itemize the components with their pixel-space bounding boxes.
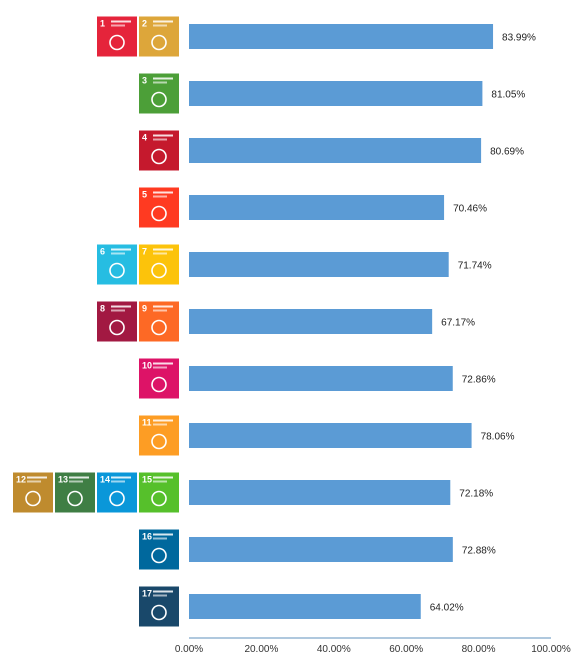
svg-text:5: 5: [142, 190, 147, 200]
svg-text:4: 4: [142, 133, 147, 143]
bar-value-label-10: 72.88%: [462, 546, 496, 557]
bar-9: [189, 480, 451, 505]
sdg-3-icon: 3: [139, 73, 179, 114]
bar-7: [189, 366, 453, 391]
x-tick-labels-group: 0.00% 20.00% 40.00% 60.00% 80.00% 100.00%: [175, 644, 571, 654]
bar-labels-group: 83.99% 81.05% 80.69% 70.46% 71.74% 67.17% 72.8…: [430, 33, 536, 614]
bar-5: [189, 252, 449, 277]
bar-value-label-2: 81.05%: [491, 90, 525, 101]
x-tick-label-2: 40.00%: [317, 644, 351, 654]
bar-value-label-6: 67.17%: [441, 318, 475, 329]
sdg-4-icon: 4: [139, 130, 179, 171]
svg-text:14: 14: [100, 475, 110, 485]
bar-10: [189, 537, 453, 562]
sdg-17-icon: 17: [139, 586, 179, 627]
x-tick-label-4: 80.00%: [462, 644, 496, 654]
svg-text:16: 16: [142, 532, 152, 542]
svg-text:10: 10: [142, 361, 152, 371]
svg-text:3: 3: [142, 76, 147, 86]
sdg-12-icon: 12: [13, 472, 53, 513]
x-tick-label-5: 100.00%: [531, 644, 571, 654]
svg-text:9: 9: [142, 304, 147, 314]
bar-8: [189, 423, 472, 448]
sdg-8-icon: 8: [97, 301, 137, 342]
sdg-13-icon: 13: [55, 472, 95, 513]
x-tick-label-0: 0.00%: [175, 644, 203, 654]
sdg-7-icon: 7: [139, 244, 179, 285]
bars-group: [189, 24, 494, 619]
sdg-5-icon: 5: [139, 187, 179, 228]
sdg-6-icon: 6: [97, 244, 137, 285]
svg-text:15: 15: [142, 475, 152, 485]
bar-3: [189, 138, 482, 163]
svg-text:6: 6: [100, 247, 105, 257]
bar-4: [189, 195, 445, 220]
svg-text:8: 8: [100, 304, 105, 314]
bar-11: [189, 594, 421, 619]
bar-1: [189, 24, 494, 49]
bar-value-label-9: 72.18%: [459, 489, 493, 500]
bar-value-label-7: 72.86%: [462, 375, 496, 386]
bar-value-label-5: 71.74%: [458, 261, 492, 272]
svg-text:11: 11: [142, 418, 152, 428]
bar-value-label-11: 64.02%: [430, 603, 464, 614]
sdg-1-icon: 1: [97, 16, 137, 57]
x-tick-label-3: 60.00%: [389, 644, 423, 654]
svg-text:13: 13: [58, 475, 68, 485]
svg-text:17: 17: [142, 589, 152, 599]
svg-text:2: 2: [142, 19, 147, 29]
sdg-14-icon: 14: [97, 472, 137, 513]
sdg-16-icon: 16: [139, 529, 179, 570]
sdg-10-icon: 10: [139, 358, 179, 399]
svg-text:1: 1: [100, 19, 105, 29]
sdg-15-icon: 15: [139, 472, 179, 513]
bar-value-label-3: 80.69%: [490, 147, 524, 158]
bar-2: [189, 81, 483, 106]
bar-value-label-4: 70.46%: [453, 204, 487, 215]
sdg-11-icon: 11: [139, 415, 179, 456]
x-tick-label-1: 20.00%: [244, 644, 278, 654]
svg-text:7: 7: [142, 247, 147, 257]
sdg-2-icon: 2: [139, 16, 179, 57]
svg-text:12: 12: [16, 475, 26, 485]
sdg-9-icon: 9: [139, 301, 179, 342]
bar-value-label-1: 83.99%: [502, 33, 536, 44]
bar-6: [189, 309, 433, 334]
bar-value-label-8: 78.06%: [481, 432, 515, 443]
